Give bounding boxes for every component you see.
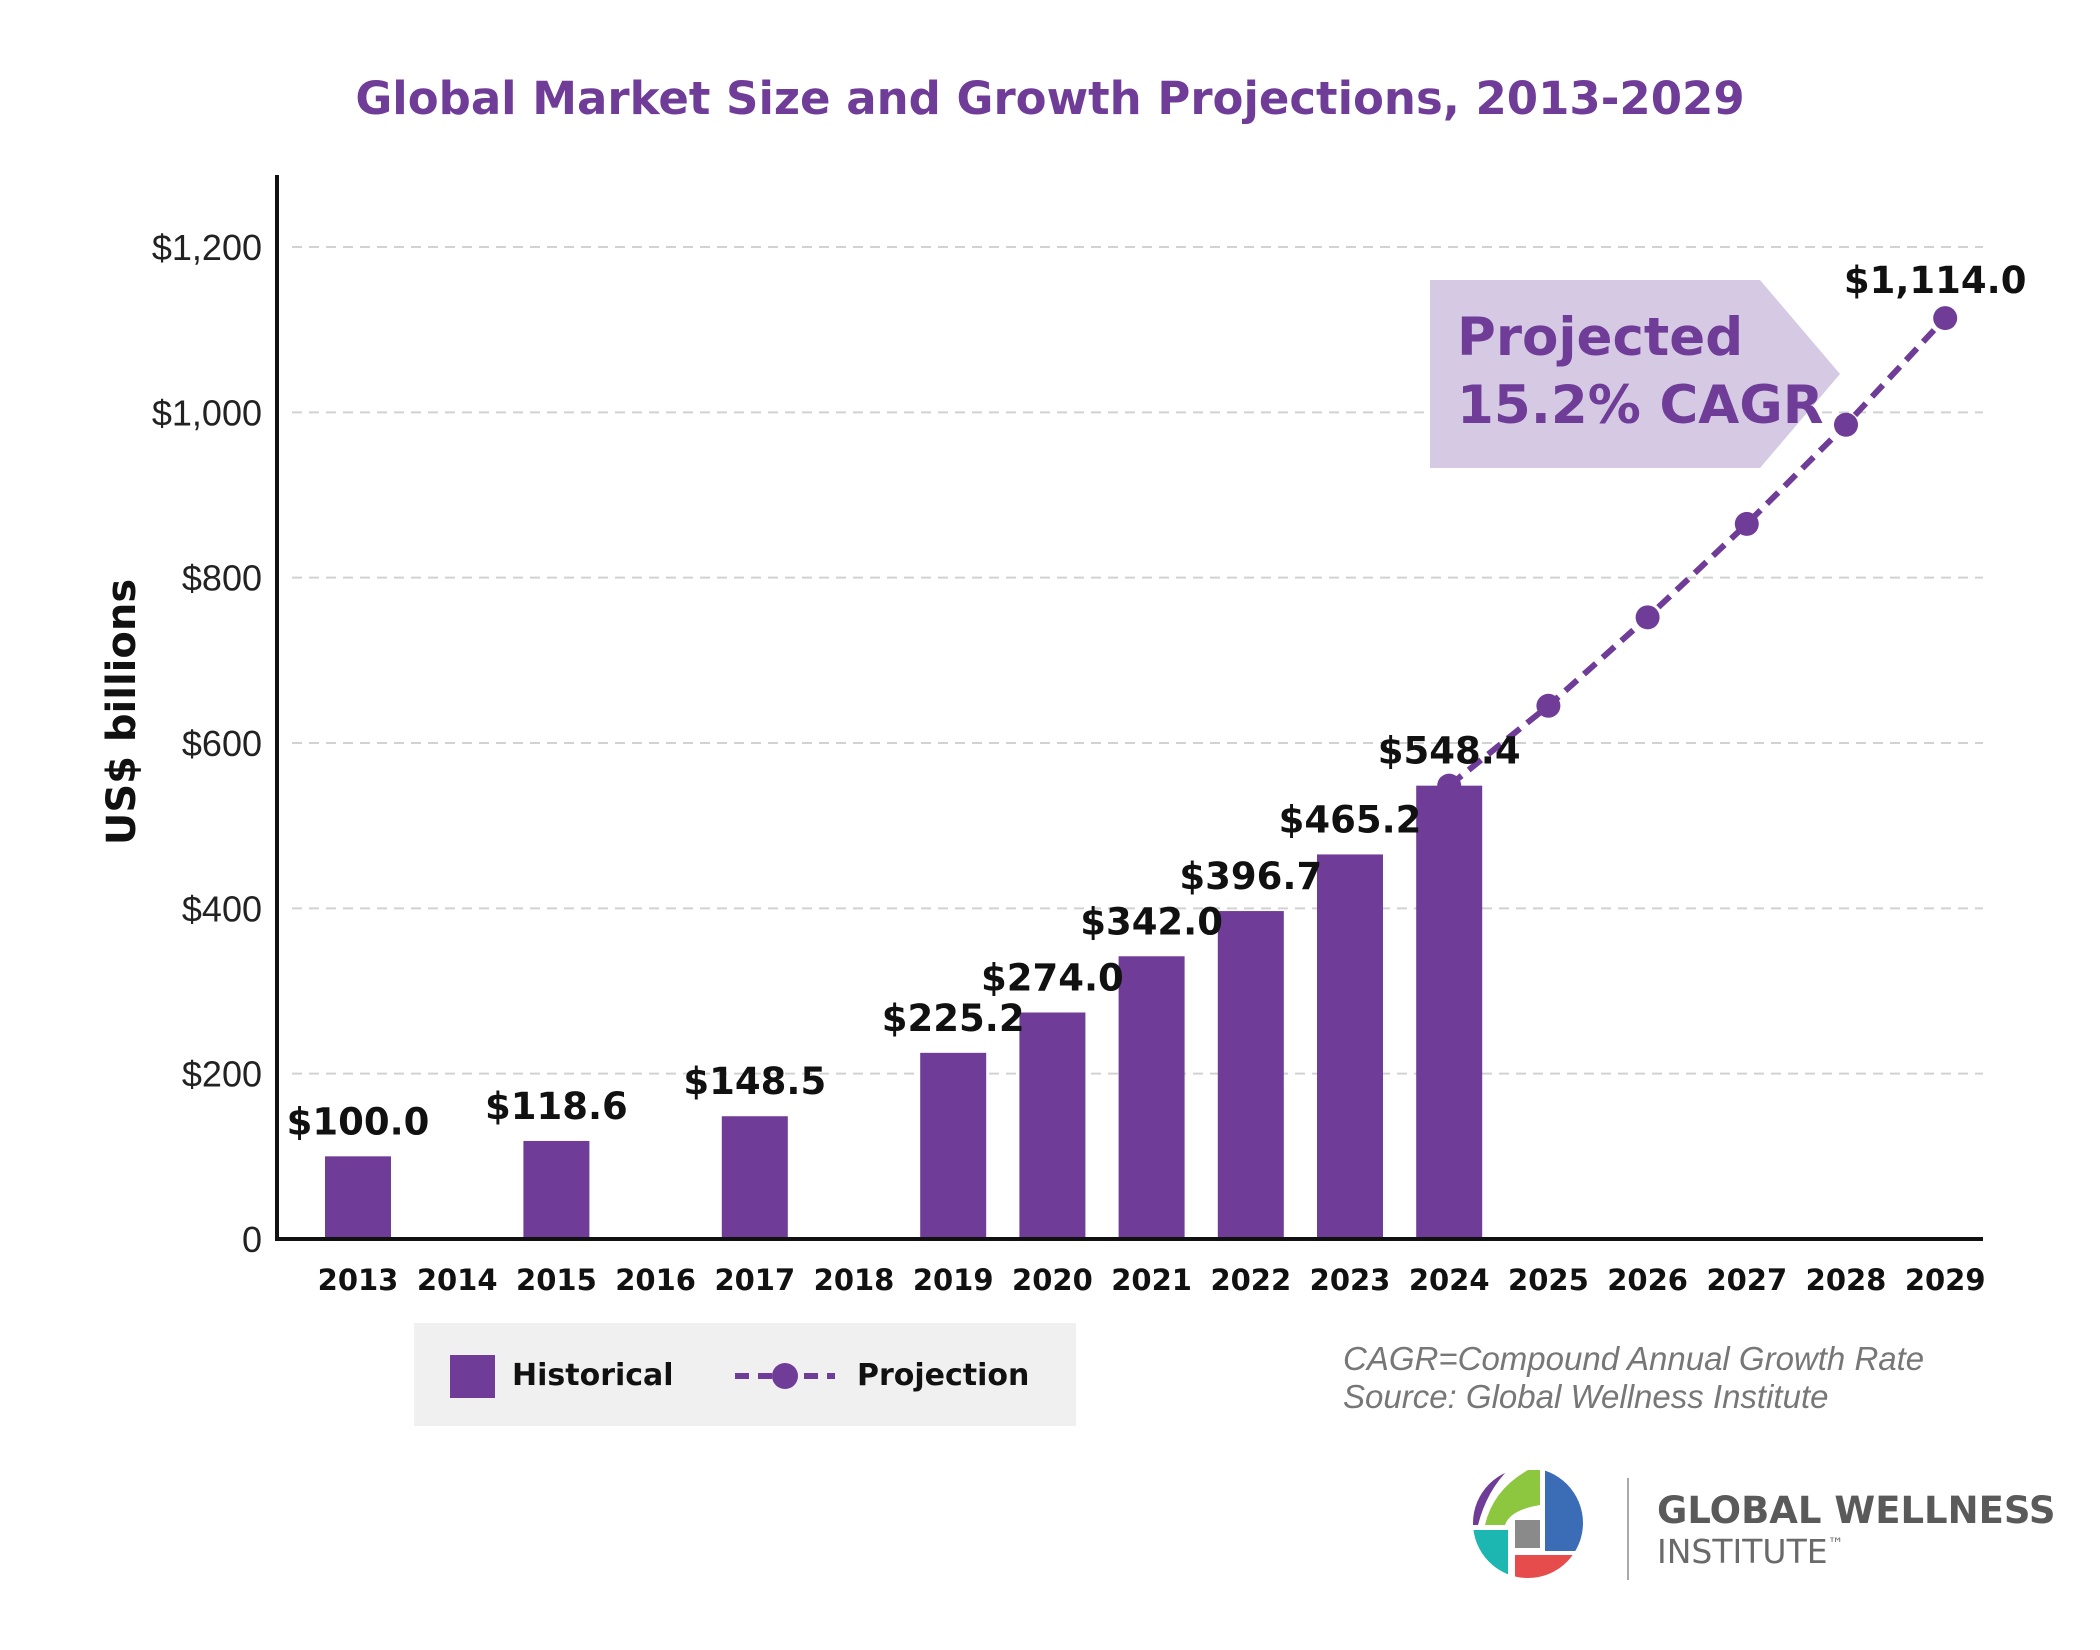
y-axis-label: US$ billions bbox=[99, 579, 145, 845]
x-tick-label: 2025 bbox=[1508, 1263, 1589, 1297]
x-tick-label: 2017 bbox=[714, 1263, 795, 1297]
cagr-callout: Projected 15.2% CAGR bbox=[1430, 280, 1840, 468]
bar-2015 bbox=[523, 1140, 590, 1239]
bar-2020 bbox=[1019, 1012, 1086, 1239]
x-tick-label: 2020 bbox=[1012, 1263, 1093, 1297]
legend-historical-label: Historical bbox=[512, 1358, 674, 1393]
x-tick-label: 2022 bbox=[1210, 1263, 1291, 1297]
projection-line bbox=[1437, 306, 1958, 798]
x-tick-label: 2015 bbox=[516, 1263, 597, 1297]
x-tick-label: 2024 bbox=[1409, 1263, 1490, 1297]
y-tick-label: $400 bbox=[182, 888, 262, 929]
legend-projection-label: Projection bbox=[857, 1358, 1029, 1393]
legend-historical-swatch bbox=[450, 1355, 495, 1398]
footnote-source: Source: Global Wellness Institute bbox=[1343, 1378, 1828, 1415]
x-tick-label: 2027 bbox=[1706, 1263, 1787, 1297]
y-tick-label: 0 bbox=[242, 1219, 262, 1260]
projection-point-2026 bbox=[1635, 605, 1660, 630]
callout-line-projected: Projected bbox=[1457, 307, 1743, 368]
data-label-2019: $225.2 bbox=[882, 997, 1025, 1040]
projection-point-2025 bbox=[1536, 693, 1561, 718]
projection-line-path bbox=[1447, 316, 1948, 788]
x-tick-label: 2019 bbox=[913, 1263, 994, 1297]
bar-2019 bbox=[920, 1052, 987, 1239]
x-tick-label: 2014 bbox=[417, 1263, 498, 1297]
y-tick-label: $1,000 bbox=[152, 392, 262, 433]
y-tick-label: $200 bbox=[182, 1054, 262, 1095]
bar-2024 bbox=[1416, 785, 1483, 1239]
y-tick-label: $1,200 bbox=[152, 227, 262, 268]
x-tick-label: 2021 bbox=[1111, 1263, 1192, 1297]
logo-name-line1: GLOBAL WELLNESS bbox=[1657, 1489, 2056, 1532]
bar-2021 bbox=[1118, 956, 1185, 1239]
x-tick-labels: 2013 2014 2015 2016 2017 2018 2019 2020 2021 2022… bbox=[318, 1263, 1986, 1297]
projection-point-2028 bbox=[1834, 412, 1858, 437]
data-label-2024: $548.4 bbox=[1378, 730, 1521, 773]
projection-point-2027 bbox=[1734, 511, 1759, 536]
projection-point-2024 bbox=[1437, 773, 1462, 798]
data-label-2020: $274.0 bbox=[981, 956, 1124, 999]
historical-bars bbox=[325, 785, 1483, 1239]
bar-2022 bbox=[1217, 911, 1284, 1239]
y-tick-label: $800 bbox=[182, 558, 262, 599]
y-tick-label: $600 bbox=[182, 723, 262, 764]
data-label-2029: $1,114.0 bbox=[1844, 259, 2027, 302]
bar-2023 bbox=[1317, 854, 1383, 1239]
chart-title: Global Market Size and Growth Projection… bbox=[355, 72, 1744, 125]
data-label-2015: $118.6 bbox=[485, 1085, 628, 1128]
x-tick-label: 2023 bbox=[1310, 1263, 1391, 1297]
footnote-cagr-definition: CAGR=Compound Annual Growth Rate bbox=[1343, 1340, 1924, 1377]
data-label-2022: $396.7 bbox=[1179, 855, 1322, 898]
data-label-2021: $342.0 bbox=[1080, 900, 1223, 943]
y-tick-labels: 0 $200 $400 $600 $800 $1,000 $1,200 bbox=[152, 227, 262, 1260]
x-tick-label: 2013 bbox=[318, 1263, 399, 1297]
bar-2017 bbox=[721, 1116, 788, 1239]
data-label-2023: $465.2 bbox=[1279, 798, 1422, 841]
x-tick-label: 2028 bbox=[1806, 1263, 1887, 1297]
x-tick-label: 2029 bbox=[1905, 1263, 1986, 1297]
data-labels: $100.0 $118.6 $148.5 $225.2$274.0 $342.0$396… bbox=[287, 259, 2027, 1143]
legend: Historical Projection bbox=[414, 1323, 1076, 1426]
callout-arrow-shape bbox=[1430, 280, 1840, 468]
legend-projection-marker bbox=[772, 1363, 798, 1389]
bar-2013 bbox=[325, 1156, 391, 1239]
data-label-2013: $100.0 bbox=[287, 1100, 430, 1143]
x-tick-label: 2016 bbox=[615, 1263, 696, 1297]
logo-name-line2: INSTITUTE™ bbox=[1657, 1532, 1844, 1571]
gridlines bbox=[292, 246, 1983, 1075]
callout-line-cagr: 15.2% CAGR bbox=[1457, 375, 1824, 436]
logo-mark-icon bbox=[1473, 1468, 1583, 1578]
x-tick-label: 2018 bbox=[814, 1263, 895, 1297]
x-tick-label: 2026 bbox=[1607, 1263, 1688, 1297]
global-wellness-institute-logo: GLOBAL WELLNESS INSTITUTE™ bbox=[1473, 1468, 2056, 1580]
data-label-2017: $148.5 bbox=[683, 1060, 826, 1103]
projection-point-2029 bbox=[1933, 306, 1958, 331]
